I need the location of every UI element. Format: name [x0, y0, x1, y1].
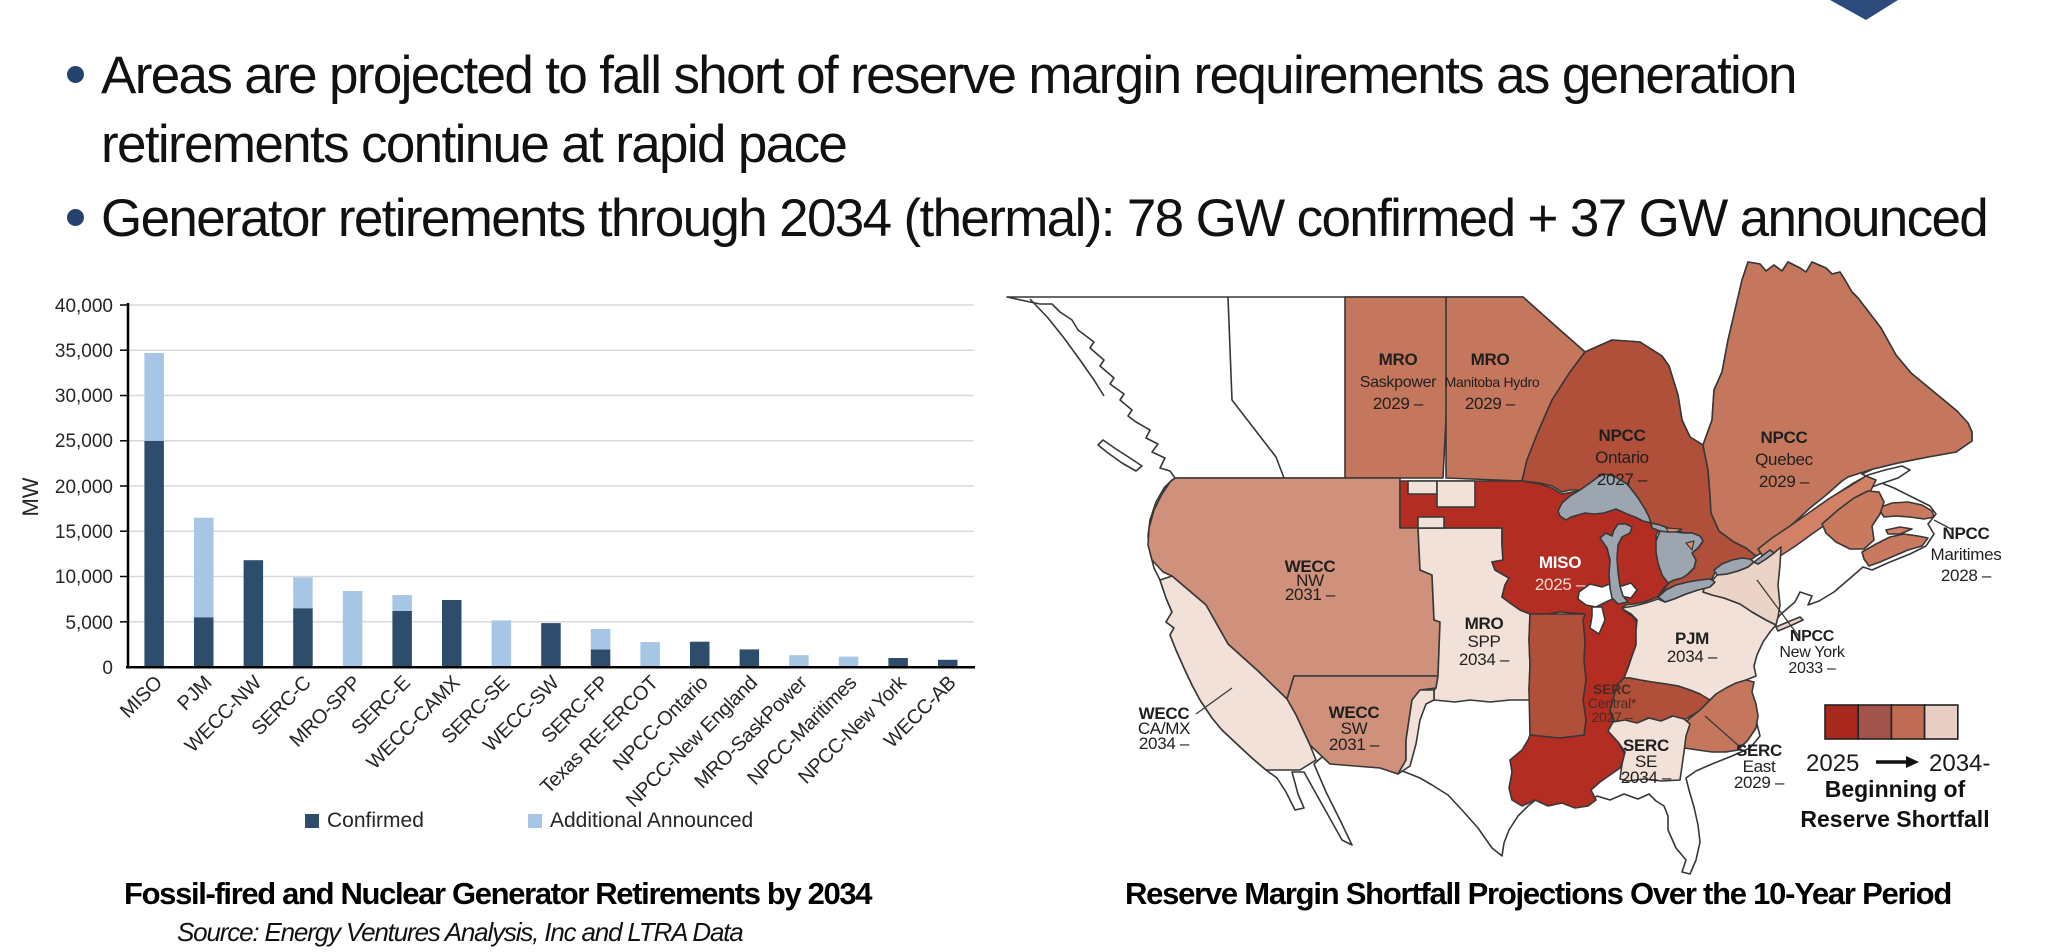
svg-text:2034 –: 2034 –: [1667, 647, 1718, 666]
svg-text:MISO: MISO: [1539, 553, 1581, 572]
svg-text:Ontario: Ontario: [1595, 448, 1649, 467]
svg-text:2031 –: 2031 –: [1329, 735, 1380, 754]
svg-text:New York: New York: [1779, 644, 1845, 661]
svg-text:2027 –: 2027 –: [1597, 470, 1648, 489]
svg-text:2034-: 2034-: [1929, 750, 1990, 777]
svg-text:Additional Announced: Additional Announced: [550, 809, 753, 832]
svg-text:2029 –: 2029 –: [1759, 472, 1810, 491]
svg-text:SE: SE: [1635, 752, 1657, 771]
svg-text:2029 –: 2029 –: [1734, 773, 1785, 792]
svg-text:15,000: 15,000: [55, 522, 113, 543]
svg-text:2025: 2025: [1806, 750, 1859, 777]
svg-text:East: East: [1743, 757, 1776, 776]
svg-text:Confirmed: Confirmed: [327, 809, 424, 832]
svg-text:Saskpower: Saskpower: [1360, 374, 1437, 391]
svg-text:2028 –: 2028 –: [1941, 566, 1992, 585]
svg-text:MRO: MRO: [1465, 614, 1504, 633]
svg-text:30,000: 30,000: [55, 386, 113, 407]
svg-text:NPCC: NPCC: [1943, 524, 1990, 543]
svg-text:2029 –: 2029 –: [1373, 394, 1424, 413]
svg-text:2029 –: 2029 –: [1465, 394, 1516, 413]
svg-text:MW: MW: [18, 477, 43, 516]
svg-text:CA/MX: CA/MX: [1138, 719, 1190, 738]
svg-text:2031 –: 2031 –: [1285, 585, 1336, 604]
svg-text:20,000: 20,000: [55, 477, 113, 498]
svg-text:SERC: SERC: [1593, 681, 1631, 697]
svg-text:NW: NW: [1296, 571, 1324, 590]
svg-text:0: 0: [102, 658, 113, 679]
svg-text:Maritimes: Maritimes: [1931, 545, 2002, 564]
svg-text:2027 –: 2027 –: [1591, 709, 1633, 725]
svg-text:40,000: 40,000: [55, 296, 113, 317]
svg-text:2025 –: 2025 –: [1535, 575, 1586, 594]
svg-text:Central*: Central*: [1588, 695, 1637, 711]
svg-text:Quebec: Quebec: [1755, 450, 1814, 469]
svg-text:MRO: MRO: [1379, 350, 1418, 369]
svg-text:Reserve Shortfall: Reserve Shortfall: [1800, 806, 1989, 832]
svg-text:5,000: 5,000: [65, 613, 113, 634]
svg-text:SW: SW: [1341, 719, 1368, 738]
svg-text:35,000: 35,000: [55, 341, 113, 362]
svg-text:2034 –: 2034 –: [1621, 768, 1672, 787]
svg-text:10,000: 10,000: [55, 567, 113, 588]
svg-text:MRO: MRO: [1471, 350, 1510, 369]
svg-text:NPCC: NPCC: [1761, 428, 1808, 447]
svg-text:SPP: SPP: [1467, 632, 1500, 651]
svg-text:25,000: 25,000: [55, 431, 113, 452]
svg-text:Manitoba Hydro: Manitoba Hydro: [1445, 374, 1540, 390]
svg-text:PJM: PJM: [1675, 629, 1709, 648]
svg-text:WECC: WECC: [1139, 704, 1190, 723]
svg-text:WECC: WECC: [1285, 557, 1336, 576]
svg-text:2034 –: 2034 –: [1459, 650, 1510, 669]
svg-text:Beginning of: Beginning of: [1825, 776, 1966, 802]
svg-text:SERC: SERC: [1623, 736, 1669, 755]
svg-text:NPCC: NPCC: [1599, 426, 1646, 445]
svg-text:NPCC: NPCC: [1790, 628, 1835, 645]
svg-text:SERC: SERC: [1736, 741, 1782, 760]
svg-text:2034 –: 2034 –: [1139, 734, 1190, 753]
svg-text:2033 –: 2033 –: [1788, 660, 1836, 677]
svg-text:WECC: WECC: [1329, 703, 1380, 722]
